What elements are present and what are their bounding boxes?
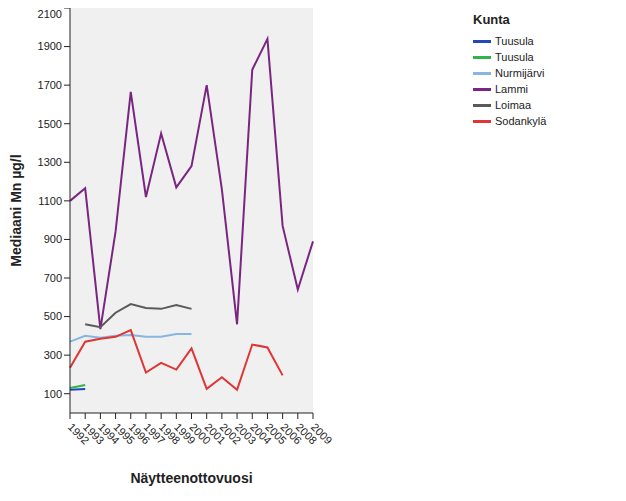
svg-text:2006: 2006 bbox=[278, 420, 305, 447]
svg-text:1700: 1700 bbox=[38, 79, 62, 91]
svg-text:2002: 2002 bbox=[217, 420, 244, 447]
svg-text:2001: 2001 bbox=[202, 420, 229, 447]
svg-text:500: 500 bbox=[44, 310, 62, 322]
svg-text:2100: 2100 bbox=[38, 8, 62, 20]
svg-text:1300: 1300 bbox=[38, 156, 62, 168]
svg-text:1997: 1997 bbox=[141, 420, 168, 447]
svg-text:300: 300 bbox=[44, 349, 62, 361]
html-text:Nurmijärvi: Nurmijärvi bbox=[495, 67, 545, 79]
html-text:Kunta: Kunta bbox=[473, 12, 510, 27]
svg-text:2005: 2005 bbox=[263, 420, 289, 447]
svg-text:2009: 2009 bbox=[309, 421, 335, 447]
html-text:Tuusula: Tuusula bbox=[495, 51, 534, 63]
svg-text:700: 700 bbox=[44, 272, 62, 284]
svg-text:2004: 2004 bbox=[248, 420, 274, 447]
svg-text:1994: 1994 bbox=[96, 420, 122, 447]
svg-text:900: 900 bbox=[44, 233, 62, 245]
svg-text:Mediaani Mn µg/l: Mediaani Mn µg/l bbox=[8, 154, 24, 266]
svg-text:2000: 2000 bbox=[187, 420, 214, 447]
svg-text:Näytteenottovuosi: Näytteenottovuosi bbox=[130, 470, 252, 486]
svg-text:1500: 1500 bbox=[38, 118, 62, 130]
svg-text:1100: 1100 bbox=[38, 195, 62, 207]
svg-text:2008: 2008 bbox=[293, 420, 320, 447]
svg-text:1998: 1998 bbox=[156, 420, 183, 447]
svg-text:100: 100 bbox=[44, 388, 62, 400]
html-text:Lammi: Lammi bbox=[495, 83, 528, 95]
svg-text:1993: 1993 bbox=[80, 420, 107, 447]
svg-text:1995: 1995 bbox=[111, 420, 138, 447]
html-text:Loimaa: Loimaa bbox=[495, 99, 532, 111]
svg-text:2003: 2003 bbox=[232, 420, 259, 447]
html-text:Tuusula: Tuusula bbox=[495, 35, 534, 47]
svg-text:1996: 1996 bbox=[126, 420, 153, 447]
svg-text:1999: 1999 bbox=[172, 420, 198, 447]
svg-text:1900: 1900 bbox=[38, 40, 62, 52]
svg-text:1992: 1992 bbox=[65, 420, 92, 447]
html-text:Sodankylä: Sodankylä bbox=[495, 115, 547, 127]
